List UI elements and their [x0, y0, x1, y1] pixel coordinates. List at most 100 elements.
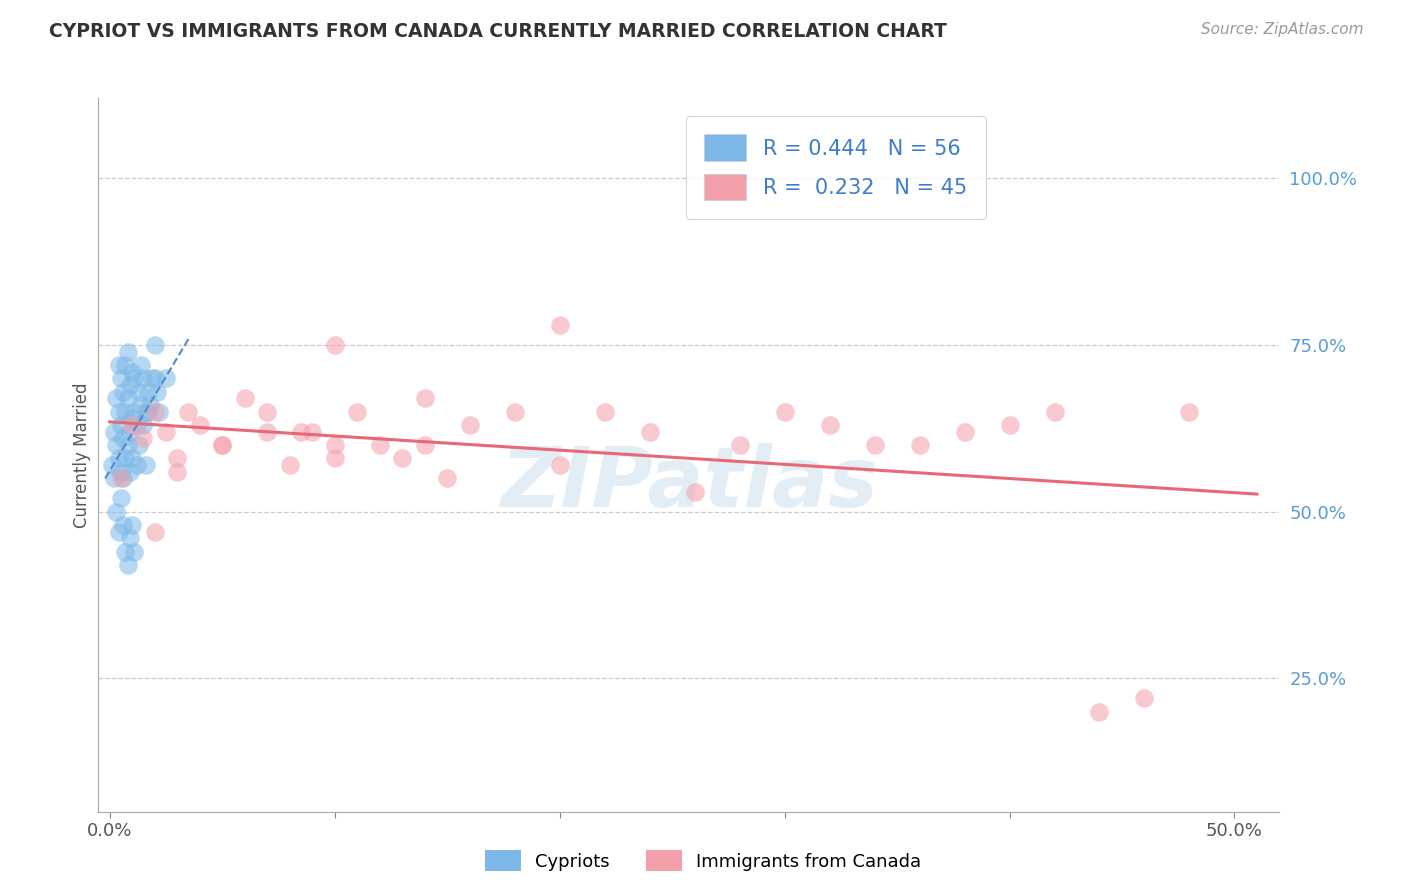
- Point: [863, 438, 886, 452]
- Point: [103, 471, 125, 485]
- Point: [103, 425, 125, 439]
- Point: [548, 318, 571, 332]
- Point: [155, 425, 177, 439]
- Point: [121, 365, 143, 379]
- Point: [177, 404, 200, 418]
- Point: [125, 417, 148, 432]
- Point: [124, 371, 146, 385]
- Point: [110, 491, 132, 506]
- Point: [139, 398, 162, 412]
- Text: Source: ZipAtlas.com: Source: ZipAtlas.com: [1201, 22, 1364, 37]
- Point: [129, 398, 152, 412]
- Point: [107, 358, 129, 372]
- Point: [638, 425, 661, 439]
- Point: [136, 404, 159, 418]
- Point: [346, 404, 368, 418]
- Point: [166, 451, 188, 466]
- Point: [323, 451, 346, 466]
- Point: [211, 438, 233, 452]
- Point: [112, 518, 135, 533]
- Point: [155, 371, 177, 385]
- Point: [114, 358, 136, 372]
- Point: [458, 417, 481, 432]
- Point: [1178, 404, 1201, 418]
- Point: [136, 384, 159, 399]
- Point: [125, 458, 148, 472]
- Point: [112, 384, 135, 399]
- Point: [110, 465, 132, 479]
- Text: CYPRIOT VS IMMIGRANTS FROM CANADA CURRENTLY MARRIED CORRELATION CHART: CYPRIOT VS IMMIGRANTS FROM CANADA CURREN…: [49, 22, 948, 41]
- Point: [278, 458, 301, 472]
- Y-axis label: Currently Married: Currently Married: [73, 382, 91, 528]
- Point: [112, 471, 135, 485]
- Legend: R = 0.444   N = 56, R =  0.232   N = 45: R = 0.444 N = 56, R = 0.232 N = 45: [686, 116, 986, 219]
- Point: [121, 451, 143, 466]
- Point: [132, 417, 155, 432]
- Point: [368, 438, 391, 452]
- Point: [105, 391, 128, 405]
- Point: [128, 384, 150, 399]
- Point: [121, 417, 143, 432]
- Point: [118, 425, 141, 439]
- Point: [114, 404, 136, 418]
- Point: [107, 451, 129, 466]
- Point: [233, 391, 256, 405]
- Point: [105, 438, 128, 452]
- Point: [143, 371, 166, 385]
- Point: [143, 338, 166, 352]
- Point: [118, 531, 141, 545]
- Point: [818, 417, 841, 432]
- Point: [118, 377, 141, 392]
- Point: [121, 411, 143, 425]
- Point: [105, 505, 128, 519]
- Point: [1043, 404, 1066, 418]
- Point: [323, 438, 346, 452]
- Point: [112, 431, 135, 445]
- Point: [593, 404, 616, 418]
- Point: [211, 438, 233, 452]
- Point: [101, 458, 124, 472]
- Point: [107, 524, 129, 539]
- Point: [908, 438, 931, 452]
- Point: [143, 404, 166, 418]
- Point: [117, 438, 139, 452]
- Point: [728, 438, 751, 452]
- Point: [135, 458, 157, 472]
- Point: [148, 404, 170, 418]
- Legend: Cypriots, Immigrants from Canada: Cypriots, Immigrants from Canada: [477, 843, 929, 879]
- Point: [188, 417, 211, 432]
- Point: [124, 544, 146, 558]
- Point: [436, 471, 458, 485]
- Point: [107, 404, 129, 418]
- Point: [143, 524, 166, 539]
- Point: [166, 465, 188, 479]
- Point: [110, 471, 132, 485]
- Point: [323, 338, 346, 352]
- Point: [256, 425, 278, 439]
- Point: [118, 465, 141, 479]
- Point: [301, 425, 323, 439]
- Point: [117, 391, 139, 405]
- Point: [117, 558, 139, 572]
- Point: [1133, 691, 1156, 706]
- Point: [114, 451, 136, 466]
- Point: [129, 358, 152, 372]
- Point: [117, 344, 139, 359]
- Point: [132, 431, 155, 445]
- Point: [124, 404, 146, 418]
- Point: [773, 404, 796, 418]
- Point: [413, 438, 436, 452]
- Point: [391, 451, 413, 466]
- Point: [290, 425, 312, 439]
- Point: [256, 404, 278, 418]
- Point: [998, 417, 1021, 432]
- Point: [413, 391, 436, 405]
- Text: ZIPatlas: ZIPatlas: [501, 443, 877, 524]
- Point: [1088, 705, 1111, 719]
- Point: [121, 518, 143, 533]
- Point: [141, 371, 163, 385]
- Point: [548, 458, 571, 472]
- Point: [110, 417, 132, 432]
- Point: [110, 371, 132, 385]
- Point: [135, 404, 157, 418]
